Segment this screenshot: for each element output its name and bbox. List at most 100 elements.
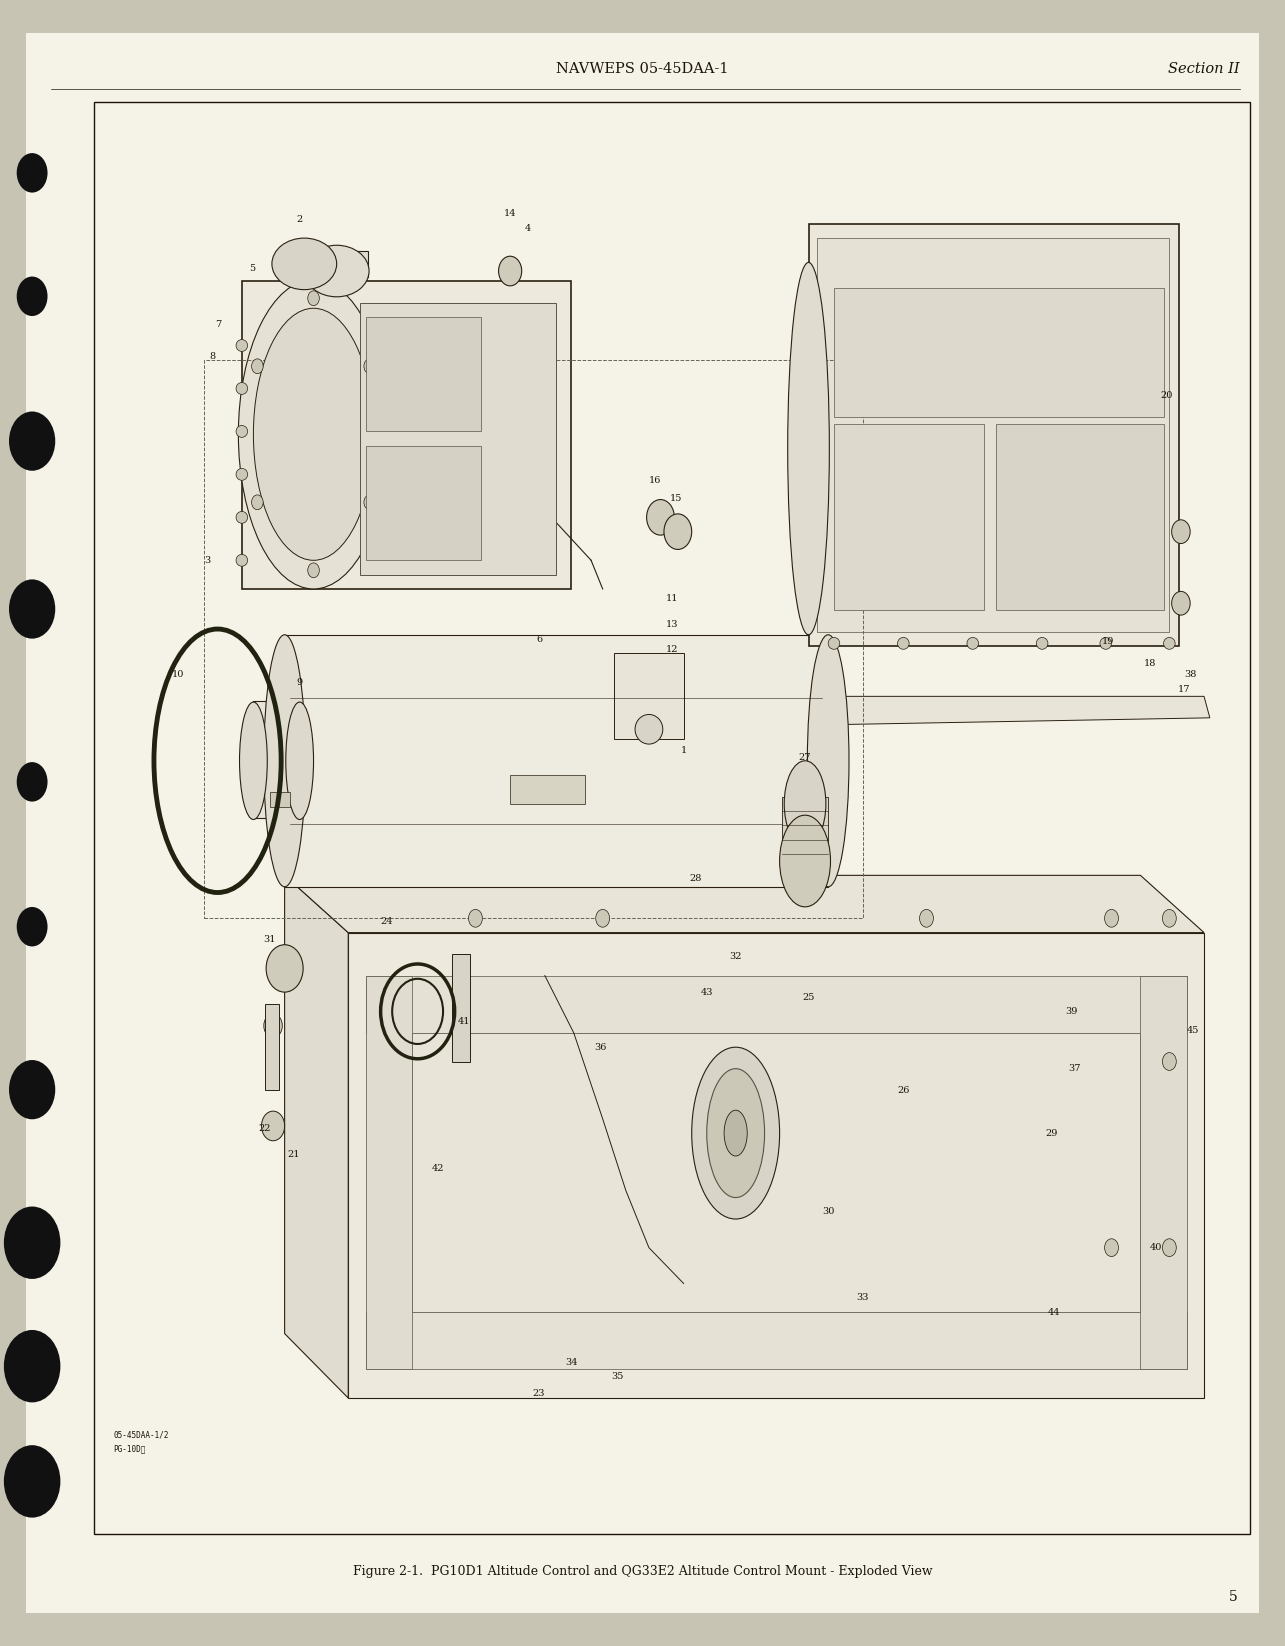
- Bar: [285, 635, 829, 887]
- Bar: [265, 1004, 279, 1090]
- Text: 05-45DAA-1/2: 05-45DAA-1/2: [113, 1430, 168, 1440]
- Bar: [242, 281, 572, 589]
- Ellipse shape: [364, 359, 375, 374]
- Ellipse shape: [236, 512, 248, 523]
- Text: 43: 43: [700, 988, 713, 997]
- Text: 5: 5: [1230, 1590, 1237, 1603]
- Bar: [781, 797, 828, 861]
- Ellipse shape: [239, 280, 389, 589]
- Circle shape: [9, 412, 55, 471]
- Text: 7: 7: [216, 319, 222, 329]
- Text: 3: 3: [204, 556, 211, 565]
- Ellipse shape: [305, 245, 369, 296]
- Ellipse shape: [1164, 637, 1176, 649]
- Text: 12: 12: [666, 645, 678, 653]
- Text: 2: 2: [297, 216, 303, 224]
- Bar: [94, 102, 1250, 1534]
- Text: 11: 11: [666, 594, 678, 604]
- Ellipse shape: [646, 500, 675, 535]
- Ellipse shape: [725, 1109, 748, 1155]
- Ellipse shape: [252, 359, 263, 374]
- Bar: [305, 250, 368, 277]
- Ellipse shape: [1172, 591, 1190, 616]
- Text: 16: 16: [649, 476, 660, 484]
- Text: 32: 32: [730, 953, 741, 961]
- Text: 24: 24: [380, 917, 393, 925]
- Text: 25: 25: [802, 993, 815, 1001]
- Text: 35: 35: [612, 1373, 625, 1381]
- Text: 40: 40: [1149, 1243, 1162, 1253]
- Text: 17: 17: [1178, 685, 1191, 693]
- Ellipse shape: [236, 426, 248, 438]
- Ellipse shape: [968, 637, 979, 649]
- Text: 28: 28: [689, 874, 702, 882]
- Ellipse shape: [707, 1068, 765, 1198]
- Circle shape: [17, 277, 48, 316]
- Ellipse shape: [691, 1047, 780, 1220]
- Text: 8: 8: [209, 352, 216, 362]
- Ellipse shape: [364, 495, 375, 510]
- Text: NAVWEPS 05-45DAA-1: NAVWEPS 05-45DAA-1: [556, 63, 729, 76]
- Ellipse shape: [1036, 637, 1049, 649]
- Ellipse shape: [1163, 1053, 1176, 1070]
- Circle shape: [17, 907, 48, 946]
- Text: 21: 21: [288, 1151, 301, 1159]
- Ellipse shape: [780, 815, 830, 907]
- Text: PG-10DⓇ: PG-10DⓇ: [113, 1444, 145, 1453]
- Text: 41: 41: [457, 1017, 470, 1025]
- Ellipse shape: [236, 555, 248, 566]
- Ellipse shape: [897, 637, 910, 649]
- Ellipse shape: [499, 257, 522, 286]
- Text: 1: 1: [681, 746, 686, 756]
- Ellipse shape: [308, 291, 320, 306]
- Bar: [452, 955, 470, 1062]
- Text: 36: 36: [594, 1042, 607, 1052]
- Ellipse shape: [1100, 637, 1112, 649]
- Ellipse shape: [262, 1111, 285, 1141]
- Bar: [366, 1312, 1187, 1369]
- Text: 44: 44: [1047, 1307, 1060, 1317]
- Ellipse shape: [263, 1014, 283, 1037]
- Text: 31: 31: [263, 935, 276, 945]
- Ellipse shape: [788, 262, 829, 635]
- Text: 5: 5: [249, 263, 256, 273]
- Ellipse shape: [252, 495, 263, 510]
- Text: 45: 45: [1186, 1025, 1199, 1034]
- Text: 30: 30: [822, 1208, 834, 1216]
- Bar: [834, 425, 984, 611]
- Polygon shape: [811, 696, 1210, 724]
- Text: 34: 34: [565, 1358, 578, 1366]
- Ellipse shape: [664, 514, 691, 550]
- Ellipse shape: [784, 760, 826, 846]
- Text: 4: 4: [524, 224, 531, 232]
- Bar: [510, 775, 586, 803]
- Ellipse shape: [920, 909, 933, 927]
- Text: 23: 23: [533, 1389, 545, 1397]
- Ellipse shape: [1163, 1239, 1176, 1256]
- Bar: [996, 425, 1164, 611]
- Ellipse shape: [829, 637, 840, 649]
- Bar: [817, 239, 1169, 632]
- Text: 29: 29: [1045, 1129, 1058, 1137]
- Bar: [1141, 976, 1187, 1369]
- Ellipse shape: [239, 703, 267, 820]
- Bar: [366, 446, 482, 560]
- Ellipse shape: [266, 945, 303, 993]
- Ellipse shape: [1163, 909, 1176, 927]
- Bar: [366, 318, 482, 431]
- Text: 10: 10: [172, 670, 185, 680]
- Ellipse shape: [1105, 1239, 1118, 1256]
- Circle shape: [4, 1330, 60, 1402]
- Circle shape: [4, 1445, 60, 1518]
- Text: 9: 9: [297, 678, 303, 686]
- Text: 20: 20: [1160, 392, 1173, 400]
- Bar: [366, 976, 412, 1369]
- Bar: [834, 288, 1164, 416]
- Text: Section II: Section II: [1168, 63, 1240, 76]
- Bar: [808, 224, 1178, 647]
- Text: 33: 33: [857, 1294, 869, 1302]
- Text: Figure 2-1.  PG10D1 Altitude Control and QG33E2 Altitude Control Mount - Explode: Figure 2-1. PG10D1 Altitude Control and …: [352, 1565, 933, 1579]
- Ellipse shape: [469, 909, 482, 927]
- Circle shape: [17, 762, 48, 802]
- Ellipse shape: [253, 308, 374, 560]
